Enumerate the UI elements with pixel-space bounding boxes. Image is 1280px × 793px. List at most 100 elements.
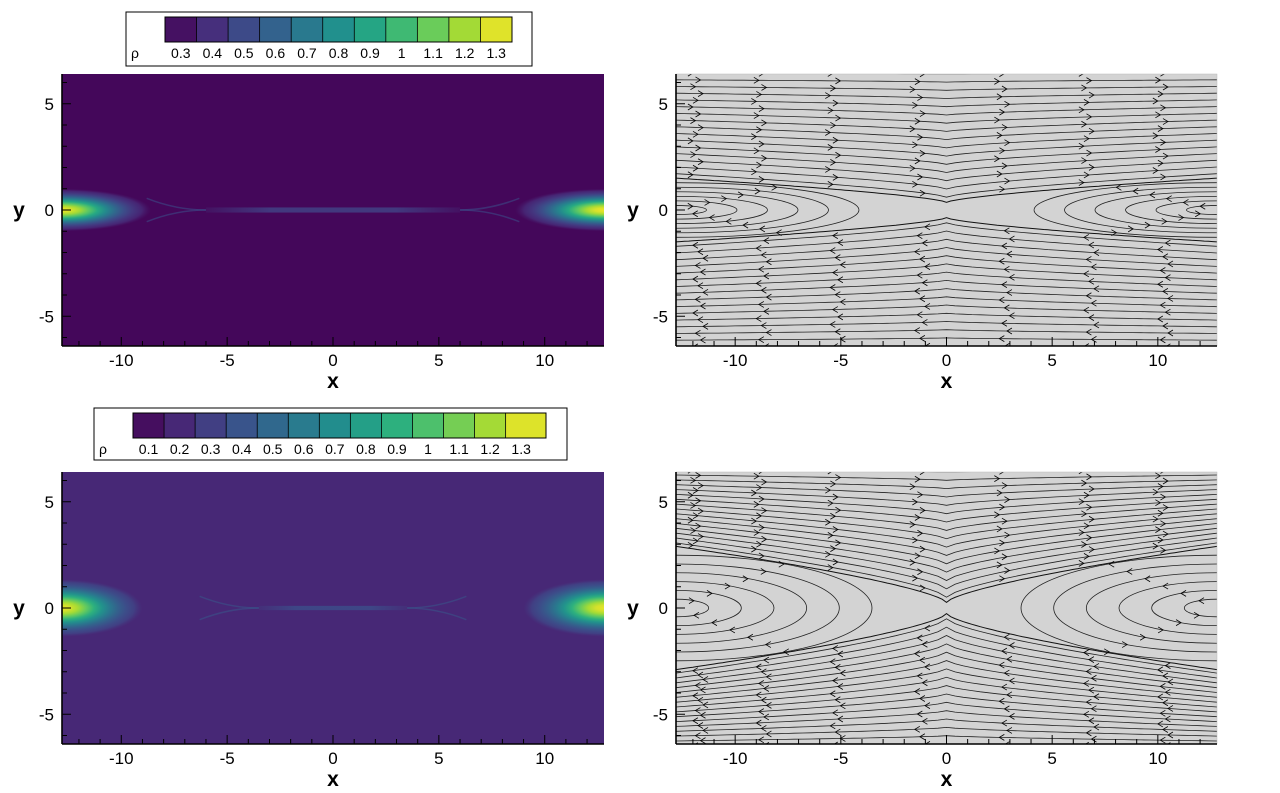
- flow-arrow: [829, 284, 836, 291]
- field-line: [676, 139, 1217, 157]
- flow-arrow: [1083, 680, 1090, 687]
- flow-arrow: [1008, 713, 1015, 720]
- outflow-wing: [460, 209, 520, 223]
- flow-arrow: [759, 225, 766, 233]
- flow-arrow: [1083, 99, 1090, 106]
- island-loop: [676, 205, 707, 215]
- flow-arrow: [1085, 256, 1092, 263]
- field-line: [921, 472, 972, 473]
- island-loop: [1053, 563, 1217, 653]
- flow-arrow: [919, 656, 926, 664]
- field-line: [676, 710, 1217, 727]
- flow-arrow: [687, 137, 694, 145]
- flow-arrow: [1111, 229, 1118, 237]
- flow-arrow: [1090, 299, 1097, 307]
- flow-arrow: [1164, 308, 1171, 316]
- x-axis-label: x: [941, 370, 953, 393]
- flow-arrow: [830, 512, 837, 520]
- flow-arrow: [1193, 611, 1200, 619]
- flow-arrow: [1003, 304, 1010, 312]
- field-line: [676, 513, 1217, 548]
- colorbar-segment: [385, 17, 418, 42]
- flow-arrow: [832, 526, 839, 533]
- flow-arrow: [724, 582, 731, 590]
- flow-arrow: [998, 661, 1005, 669]
- flow-arrow: [687, 171, 694, 179]
- field-line: [676, 106, 1217, 116]
- flow-arrow: [778, 560, 785, 568]
- flow-arrow: [1162, 152, 1169, 160]
- flow-arrow: [999, 147, 1006, 155]
- flow-arrow: [1155, 111, 1162, 119]
- flow-arrow: [697, 722, 704, 729]
- flow-arrow: [1083, 234, 1090, 241]
- y-axis-label: y: [13, 199, 25, 222]
- flow-arrow: [833, 741, 839, 744]
- field-line: [676, 279, 1217, 294]
- flow-arrow: [760, 286, 767, 294]
- flow-arrow: [694, 262, 701, 269]
- colorbar-tick-label: 1: [424, 441, 432, 457]
- flow-arrow: [912, 180, 919, 188]
- flow-arrow: [914, 78, 921, 85]
- flow-arrow: [763, 272, 770, 280]
- flow-arrow: [909, 559, 916, 566]
- flow-arrow: [1085, 741, 1090, 744]
- x-tick-label: -10: [109, 749, 134, 768]
- flow-arrow: [1083, 135, 1090, 143]
- field-line: [676, 126, 1217, 141]
- flow-arrow: [1162, 504, 1169, 511]
- flow-arrow: [999, 185, 1006, 193]
- flow-arrow: [1178, 214, 1185, 221]
- flow-arrow: [834, 328, 841, 336]
- colorbar-tick-label: 1.2: [455, 45, 475, 61]
- flow-arrow: [994, 78, 1001, 85]
- flow-arrow: [1008, 235, 1015, 243]
- flow-arrow: [695, 497, 702, 505]
- flow-arrow: [1001, 517, 1008, 525]
- field-line: [676, 489, 1217, 506]
- flow-arrow: [1155, 76, 1162, 84]
- flow-arrow: [697, 696, 704, 704]
- streamline-background: [676, 74, 1217, 346]
- flow-arrow: [1199, 202, 1206, 210]
- flow-arrow: [1081, 479, 1088, 487]
- flow-arrow: [999, 539, 1006, 547]
- flow-arrow: [1086, 473, 1093, 481]
- flow-arrow: [692, 241, 699, 249]
- x-tick-label: 0: [328, 749, 337, 768]
- flow-arrow: [994, 547, 1001, 555]
- flow-arrow: [1006, 691, 1013, 699]
- axes-panel-1: -10 -5 0 5 10 -5 0 5 x y: [627, 74, 1217, 393]
- colorbar-tick-label: 0.4: [232, 441, 252, 457]
- flow-arrow: [1157, 536, 1164, 544]
- flow-arrow: [1084, 343, 1090, 346]
- streamlines: [676, 472, 1217, 744]
- flow-arrow: [1162, 699, 1169, 707]
- colorbar-tick-label: 0.7: [297, 45, 317, 61]
- y-tick-label: 5: [659, 95, 668, 114]
- flow-arrow: [691, 210, 698, 218]
- flow-arrow: [1159, 709, 1166, 717]
- flow-arrow: [1160, 139, 1167, 146]
- flow-arrow: [825, 92, 832, 99]
- flow-arrow: [994, 155, 1001, 163]
- flow-arrow: [1083, 649, 1090, 656]
- flow-arrow: [1006, 655, 1013, 663]
- flow-arrow: [1132, 187, 1139, 195]
- flow-arrow: [912, 536, 919, 544]
- flow-arrow: [1008, 642, 1015, 649]
- flow-arrow: [758, 736, 765, 744]
- flow-arrow: [699, 268, 706, 276]
- flow-arrow: [761, 535, 768, 543]
- flow-arrow: [914, 650, 921, 657]
- flow-arrow: [830, 84, 837, 92]
- field-line: [676, 112, 1217, 124]
- flow-arrow: [751, 98, 758, 105]
- flow-arrow: [1152, 132, 1159, 140]
- x-tick-label: 5: [1047, 351, 1056, 370]
- flow-arrow: [1157, 280, 1164, 288]
- flow-arrow: [998, 257, 1005, 265]
- density-blob: [62, 188, 151, 232]
- flow-arrow: [1078, 529, 1085, 536]
